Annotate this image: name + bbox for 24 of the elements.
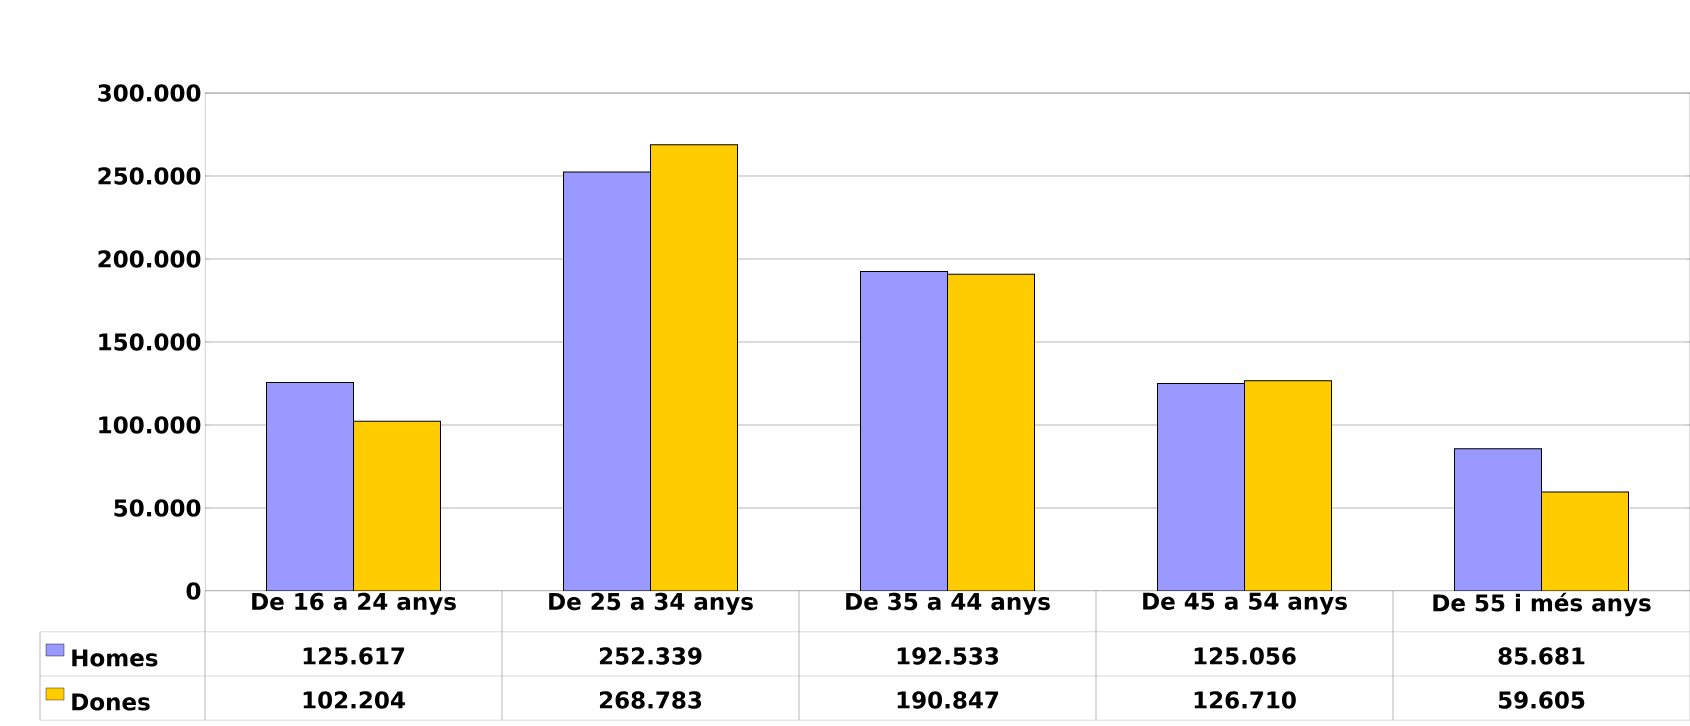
y-tick-label: 200.000 <box>98 250 201 268</box>
x-tick-label: De 35 a 44 anys <box>846 592 1050 615</box>
x-tick-label: De 16 a 24 anys <box>252 592 456 615</box>
data-label: 268.783 <box>599 691 702 709</box>
data-label: 252.339 <box>599 647 702 665</box>
y-tick-label: 100.000 <box>99 416 201 434</box>
data-label: 102.204 <box>303 691 405 709</box>
x-tick-label: De 55 i més anys <box>1433 592 1651 617</box>
y-tick-label: 150.000 <box>99 333 201 351</box>
data-label: 59.605 <box>1498 691 1585 709</box>
x-tick-label: De 25 a 34 anys <box>549 592 753 615</box>
y-tick-label: 300.000 <box>98 84 201 102</box>
y-tick-label: 0 <box>186 582 201 600</box>
legend-label: Homes <box>72 649 158 667</box>
y-tick-label: 50.000 <box>114 499 201 517</box>
data-label: 126.710 <box>1194 691 1296 709</box>
data-label: 125.056 <box>1194 647 1296 665</box>
x-tick-label: De 45 a 54 anys <box>1143 592 1347 615</box>
data-label: 125.617 <box>303 647 405 665</box>
data-label: 192.533 <box>897 647 999 665</box>
y-tick-label: 250.000 <box>98 167 201 185</box>
legend-label: Dones <box>72 693 150 711</box>
data-label: 85.681 <box>1498 647 1585 665</box>
data-label: 190.847 <box>897 691 999 709</box>
